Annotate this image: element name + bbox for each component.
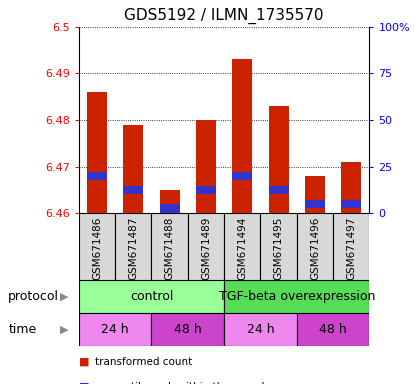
Text: transformed count: transformed count	[95, 357, 193, 367]
Bar	[333, 213, 369, 280]
Bar	[160, 204, 180, 213]
Text: 24 h: 24 h	[247, 323, 274, 336]
Text: time: time	[8, 323, 37, 336]
Bar	[87, 172, 107, 180]
Text: GSM671486: GSM671486	[92, 217, 102, 280]
Text: GSM671495: GSM671495	[273, 217, 283, 280]
Bar	[151, 213, 188, 280]
Bar	[115, 213, 151, 280]
Text: ■: ■	[79, 382, 89, 384]
Text: protocol: protocol	[8, 290, 59, 303]
Bar	[232, 172, 252, 180]
Text: 48 h: 48 h	[174, 323, 202, 336]
Text: GSM671488: GSM671488	[165, 217, 175, 280]
Text: GSM671487: GSM671487	[128, 217, 138, 280]
Bar	[160, 190, 180, 213]
Bar	[79, 280, 224, 313]
Text: GSM671489: GSM671489	[201, 217, 211, 280]
Bar	[305, 200, 325, 208]
Bar	[341, 162, 361, 213]
Bar	[261, 213, 297, 280]
Bar	[269, 106, 288, 213]
Bar	[224, 280, 369, 313]
Bar	[224, 213, 261, 280]
Bar	[196, 185, 216, 194]
Bar	[305, 176, 325, 213]
Text: TGF-beta overexpression: TGF-beta overexpression	[219, 290, 375, 303]
Bar	[224, 313, 297, 346]
Bar	[297, 213, 333, 280]
Bar	[297, 313, 369, 346]
Bar	[123, 125, 143, 213]
Bar	[151, 313, 224, 346]
Bar	[87, 92, 107, 213]
Text: 48 h: 48 h	[319, 323, 347, 336]
Text: GSM671496: GSM671496	[310, 217, 320, 280]
Bar	[269, 185, 288, 194]
Bar	[79, 313, 151, 346]
Bar	[196, 120, 216, 213]
Bar	[188, 213, 224, 280]
Title: GDS5192 / ILMN_1735570: GDS5192 / ILMN_1735570	[124, 8, 324, 24]
Text: ■: ■	[79, 357, 89, 367]
Text: ▶: ▶	[60, 291, 68, 302]
Text: GSM671497: GSM671497	[346, 217, 356, 280]
Text: GSM671494: GSM671494	[237, 217, 247, 280]
Text: control: control	[130, 290, 173, 303]
Text: percentile rank within the sample: percentile rank within the sample	[95, 382, 271, 384]
Bar	[341, 200, 361, 208]
Bar	[79, 213, 115, 280]
Text: 24 h: 24 h	[101, 323, 129, 336]
Text: ▶: ▶	[60, 324, 68, 334]
Bar	[123, 185, 143, 194]
Bar	[232, 60, 252, 213]
